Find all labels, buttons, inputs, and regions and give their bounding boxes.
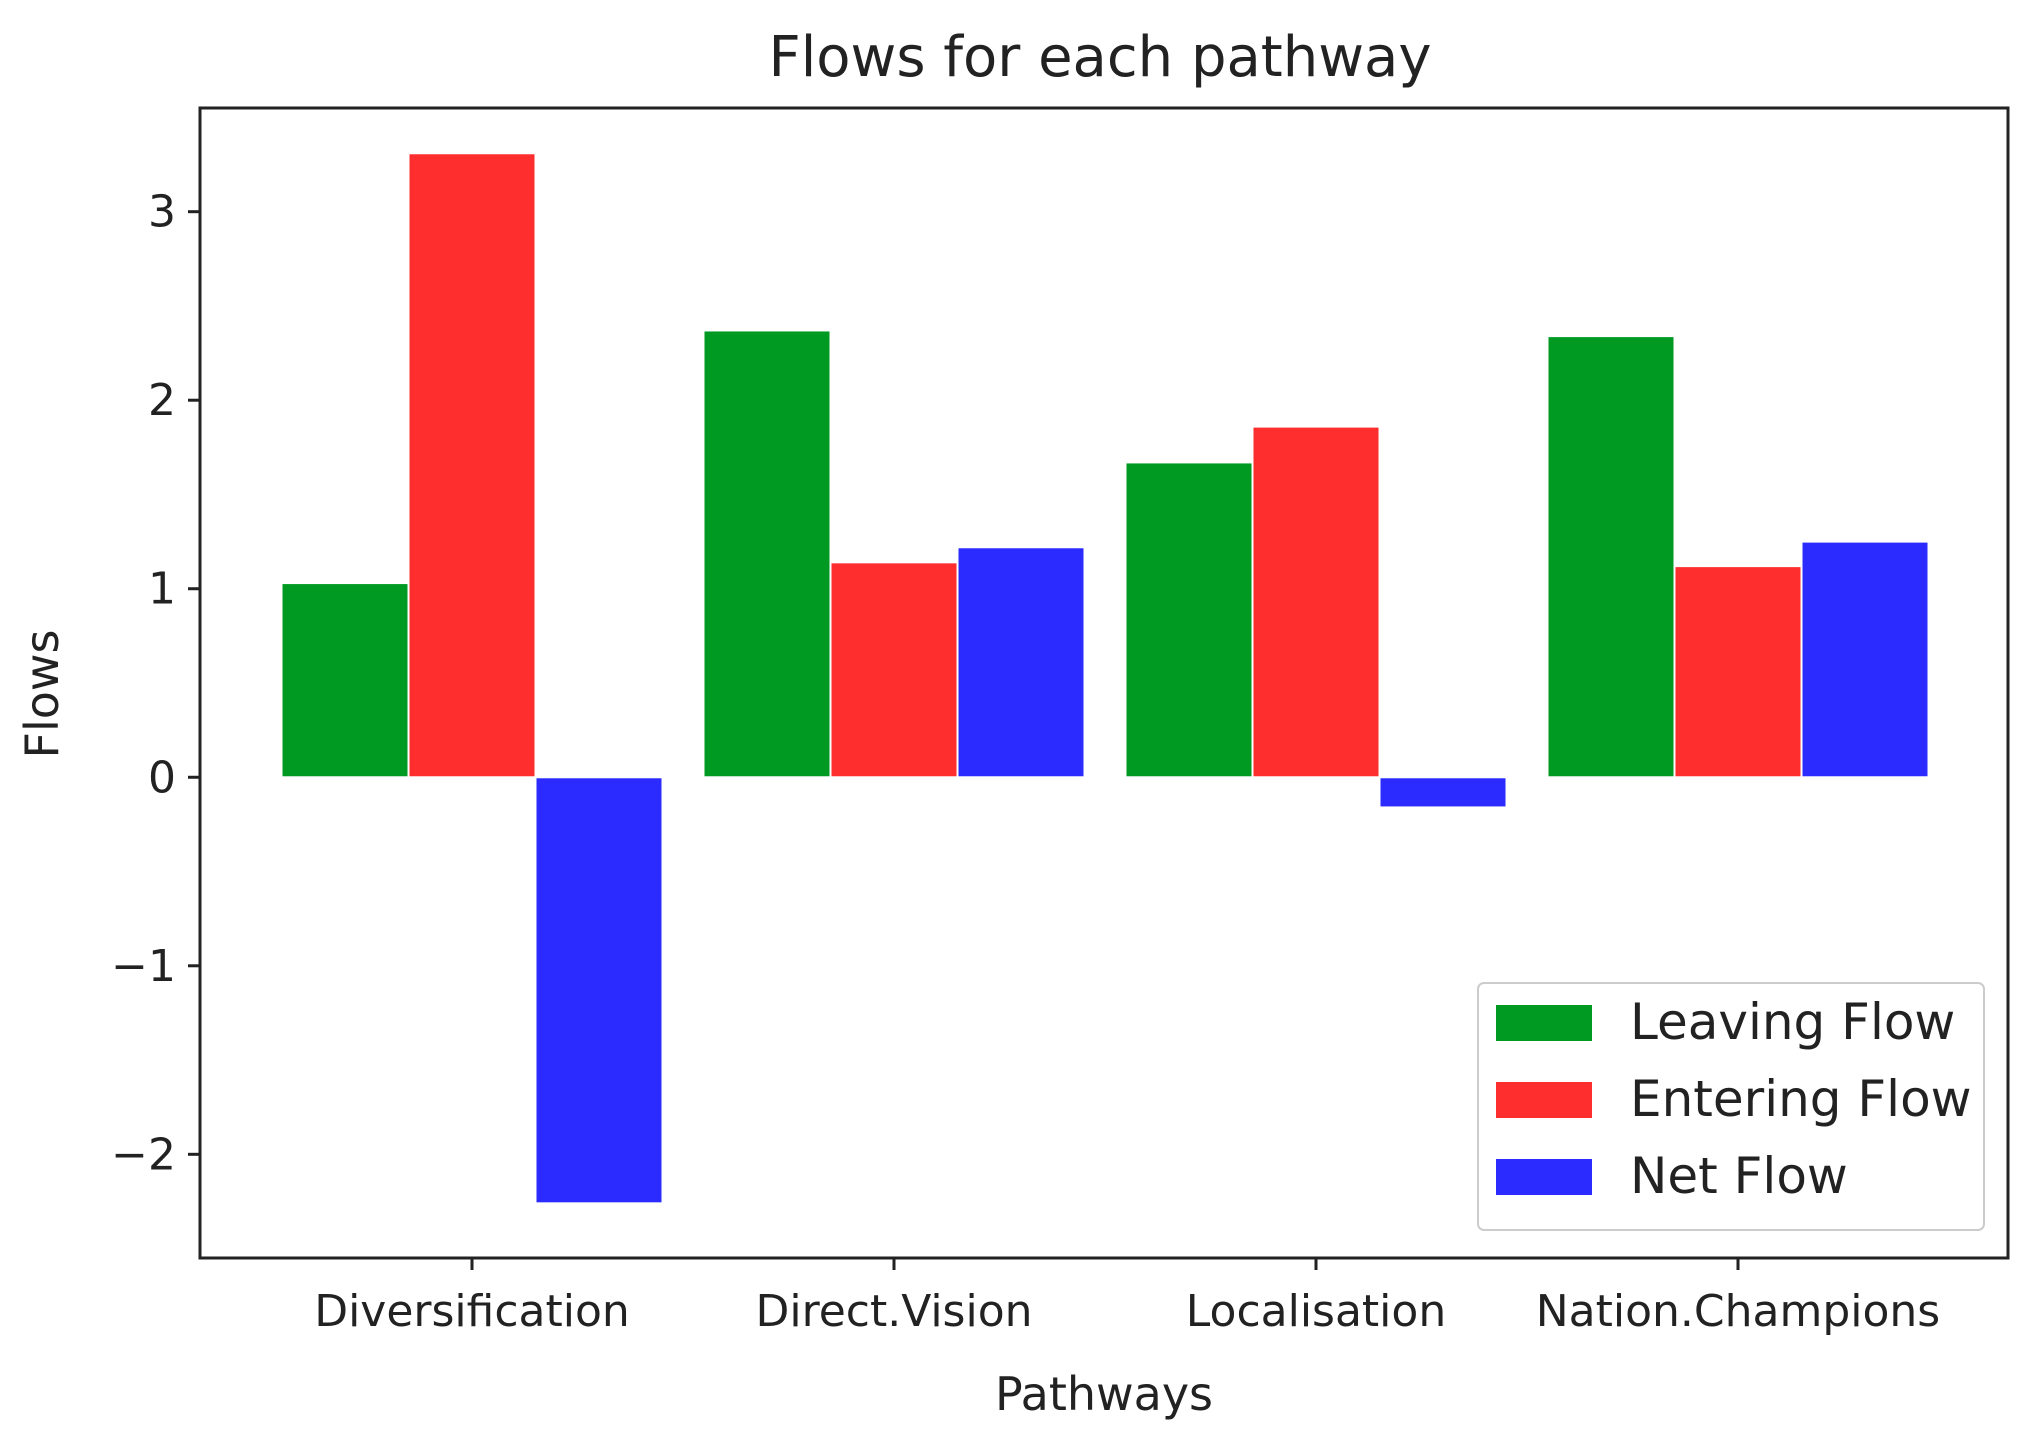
x-tick-label: Localisation [1186,1286,1446,1337]
y-axis: −2 −1 0 1 2 3 [111,187,200,1180]
chart-title: Flows for each pathway [768,25,1431,90]
bar-entering-flow-nation-champions [1673,565,1803,779]
y-tick-label: −2 [111,1129,176,1180]
bar-leaving-flow-nation-champions [1546,335,1676,779]
bar-leaving-flow-localisation [1124,461,1254,779]
legend-swatch-leaving-flow [1496,1005,1592,1041]
y-axis-label: Flows [15,630,69,759]
y-tick-label: −1 [111,941,176,992]
y-tick-label: 3 [148,187,176,238]
legend-label-entering-flow: Entering Flow [1630,1070,1972,1128]
plot-frame [198,106,2010,1260]
legend: Leaving Flow Entering Flow Net Flow [1477,982,1985,1231]
bar-leaving-flow-diversification [280,582,410,779]
x-tick-label: Direct.Vision [755,1286,1032,1337]
bar-net-flow-direct-vision [956,546,1086,779]
legend-label-net-flow: Net Flow [1630,1147,1848,1205]
bar-net-flow-nation-champions [1800,540,1930,779]
bars-group [280,152,1930,1205]
y-tick-label: 0 [148,752,176,803]
bar-net-flow-diversification [534,776,664,1205]
legend-label-leaving-flow: Leaving Flow [1630,993,1955,1051]
legend-swatch-net-flow [1496,1159,1592,1195]
bar-entering-flow-localisation [1251,425,1381,779]
x-tick-label: Diversification [314,1286,630,1337]
y-tick-label: 1 [148,564,176,615]
x-axis-label: Pathways [995,1367,1213,1421]
y-tick-label: 2 [148,375,176,426]
legend-box [1477,982,1985,1231]
x-tick-label: Nation.Champions [1536,1286,1940,1337]
bar-entering-flow-direct-vision [829,561,959,779]
bar-leaving-flow-direct-vision [702,329,832,779]
x-axis: Diversification Direct.Vision Localisation… [314,1258,1940,1337]
legend-swatch-entering-flow [1496,1082,1592,1118]
bar-entering-flow-diversification [407,152,537,779]
bar-net-flow-localisation [1378,776,1508,809]
